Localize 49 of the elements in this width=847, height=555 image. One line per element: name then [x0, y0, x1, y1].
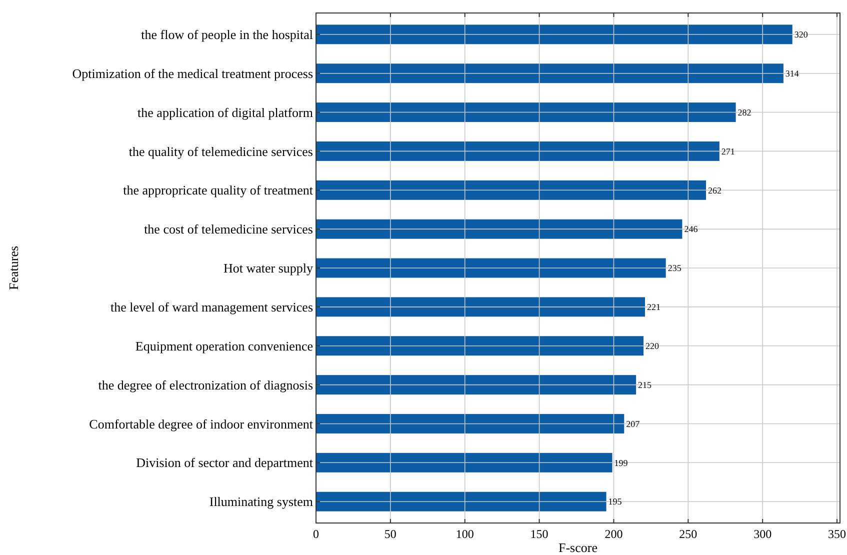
y-tick-label: Optimization of the medical treatment process — [72, 66, 313, 81]
data-label: 246 — [684, 224, 698, 234]
x-tick-label: 200 — [604, 527, 623, 541]
bar — [316, 141, 720, 161]
data-label: 221 — [646, 302, 660, 312]
bar — [316, 219, 682, 239]
data-label: 282 — [738, 107, 752, 118]
y-tick-label: the quality of telemedicine services — [128, 144, 313, 159]
data-label: 195 — [608, 496, 622, 507]
data-label: 235 — [668, 263, 682, 274]
y-tick-label: Division of sector and department — [136, 455, 314, 470]
bar — [316, 24, 792, 44]
y-tick-label: Hot water supply — [223, 260, 314, 276]
data-label: 262 — [708, 185, 722, 196]
data-label: 199 — [614, 458, 628, 468]
bar — [316, 452, 612, 472]
data-label: 220 — [646, 341, 660, 352]
y-tick-label: the application of digital platform — [138, 104, 313, 120]
y-tick-label: Comfortable degree of indoor environment — [89, 416, 314, 432]
y-tick-label: the flow of people in the hospital — [141, 26, 314, 42]
x-tick-label: 50 — [384, 527, 396, 541]
x-tick-label: 100 — [456, 527, 474, 541]
x-tick-label: 250 — [679, 527, 698, 541]
bar — [316, 64, 784, 84]
y-tick-label: the level of ward management services — [110, 299, 313, 314]
bar — [316, 414, 624, 434]
x-tick-label: 350 — [828, 527, 846, 541]
bar — [316, 102, 736, 122]
data-label: 215 — [638, 380, 652, 390]
x-tick-label: 300 — [754, 527, 772, 541]
x-tick-label: 0 — [313, 527, 319, 541]
x-tick-label: 150 — [530, 527, 548, 541]
y-tick-label: Equipment operation convenience — [135, 338, 314, 354]
y-tick-label: the appropricate quality of treatment — [123, 182, 314, 198]
data-label: 320 — [794, 30, 808, 40]
y-tick-label: the degree of electronization of diagnosis — [98, 377, 313, 392]
bar — [316, 492, 606, 512]
data-label: 207 — [626, 418, 640, 429]
data-label: 314 — [785, 68, 800, 78]
y-axis-title: Features — [6, 246, 21, 290]
y-tick-label: the cost of telemedicine services — [144, 222, 313, 237]
bar — [316, 336, 644, 356]
bar — [316, 297, 645, 317]
bar — [316, 258, 666, 278]
data-label: 271 — [721, 146, 735, 156]
bar — [316, 180, 706, 200]
y-tick-label: Illuminating system — [209, 494, 313, 510]
x-axis-title: F-score — [558, 540, 598, 555]
bar — [316, 375, 636, 395]
